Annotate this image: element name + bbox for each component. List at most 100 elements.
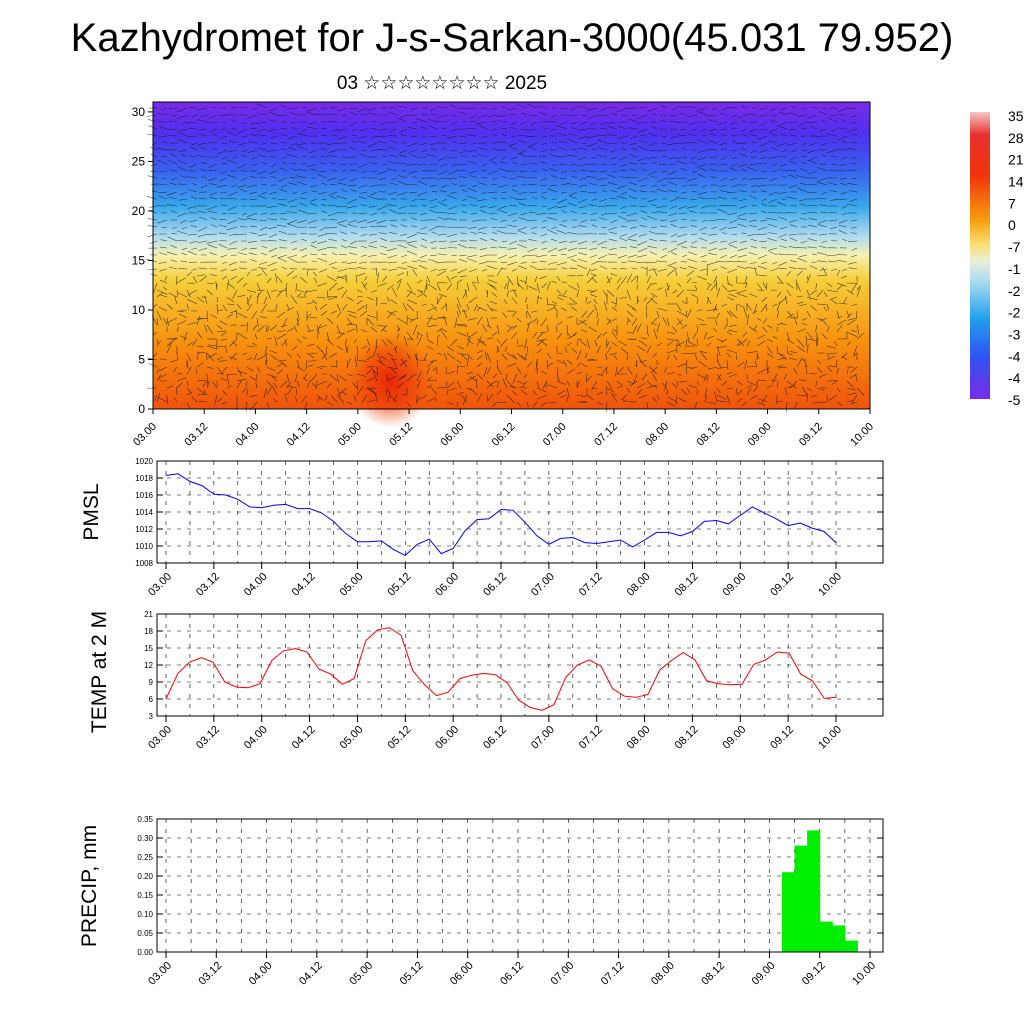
cross-section-y-tick-label: 0 xyxy=(138,402,145,416)
y-tick-label: 12 xyxy=(144,661,153,670)
y-tick-label: 0.05 xyxy=(137,929,153,938)
y-tick-label: 0.35 xyxy=(137,815,153,824)
temp-frame xyxy=(156,613,884,717)
y-tick-label: 0.15 xyxy=(137,891,153,900)
colorbar-label: 7 xyxy=(1008,195,1016,211)
cross-section-x-tick-label: 05.00 xyxy=(336,421,364,449)
x-tick-label: 04.12 xyxy=(290,571,318,599)
y-tick-label: 3 xyxy=(149,712,154,721)
colorbar-label: -2 xyxy=(1008,283,1021,299)
cross-section-x-axis: 03.00 03.12 04.00 04.12 05.00 05.12 06.00 06.12… xyxy=(131,409,876,449)
precip-ylabel: PRECIP, mm xyxy=(78,825,101,947)
x-tick-label: 03.12 xyxy=(194,724,222,752)
colorbar: 35 28 21 14 7 0 -7 -1 -2 -2 -3 -4 -4 -5 xyxy=(970,108,1024,408)
y-tick-label: 0.10 xyxy=(137,910,153,919)
pmsl-grid: 1008 1010 1012 1014 1016 1018 1020 03.00 03.12 04… xyxy=(135,457,883,599)
precip-bar xyxy=(782,872,796,952)
precip-bar xyxy=(844,940,858,952)
chart-title: Kazhydromet for J-s-Sarkan-3000(45.031 7… xyxy=(70,16,954,60)
x-tick-label: 03.00 xyxy=(146,571,174,599)
cross-section-x-tick-label: 07.00 xyxy=(541,421,569,449)
cross-section-x-tick-label: 06.12 xyxy=(490,421,518,449)
x-tick-label: 08.00 xyxy=(649,960,677,988)
y-tick-label: 15 xyxy=(144,644,153,653)
x-tick-label: 06.12 xyxy=(481,571,509,599)
x-tick-label: 06.00 xyxy=(433,571,461,599)
y-tick-label: 0.30 xyxy=(137,834,153,843)
temperature-field xyxy=(153,102,870,409)
y-tick-label: 1012 xyxy=(135,525,153,534)
y-tick-label: 21 xyxy=(144,610,153,619)
pmsl-ylabel: PMSL xyxy=(80,483,103,540)
precip-bars xyxy=(782,830,858,952)
colorbar-label: -5 xyxy=(1008,392,1021,408)
x-tick-label: 09.00 xyxy=(750,960,778,988)
cross-section-y-tick-label: 10 xyxy=(132,303,146,317)
cross-section-x-tick-label: 07.12 xyxy=(592,421,620,449)
x-tick-label: 04.00 xyxy=(247,960,275,988)
cross-section-x-tick-label: 10.00 xyxy=(848,421,876,449)
y-tick-label: 0.00 xyxy=(137,948,153,957)
x-tick-label: 05.12 xyxy=(385,571,413,599)
cross-section-y-tick-label: 20 xyxy=(132,204,146,218)
temp-series-line xyxy=(165,627,837,711)
y-tick-label: 1008 xyxy=(135,559,153,568)
precip-bar xyxy=(794,845,808,952)
colorbar-label: -7 xyxy=(1008,239,1021,255)
x-tick-label: 06.12 xyxy=(498,960,526,988)
x-tick-label: 06.00 xyxy=(433,724,461,752)
x-tick-label: 03.00 xyxy=(146,724,174,752)
warm-core xyxy=(348,332,432,428)
x-tick-label: 04.12 xyxy=(297,960,325,988)
colorbar-label: -4 xyxy=(1008,370,1021,386)
cross-section-y-tick-label: 30 xyxy=(132,105,146,119)
colorbar-label: 21 xyxy=(1008,152,1024,168)
precip-panel: 0.00 0.05 0.10 0.15 0.20 0.25 0.30 0.35 03.00 03.… xyxy=(78,815,884,988)
x-tick-label: 08.00 xyxy=(625,724,653,752)
x-tick-label: 07.00 xyxy=(529,571,557,599)
x-tick-label: 05.12 xyxy=(385,724,413,752)
cross-section-x-tick-label: 09.00 xyxy=(746,421,774,449)
x-tick-label: 06.00 xyxy=(448,960,476,988)
colorbar-labels: 35 28 21 14 7 0 -7 -1 -2 -2 -3 -4 -4 -5 xyxy=(1008,108,1024,408)
y-tick-label: 1020 xyxy=(135,457,153,466)
temp-grid: 3 6 9 12 15 18 21 03.00 03.12 04.00 04.12 05.00 05.1… xyxy=(144,610,883,752)
cross-section-x-tick-label: 08.12 xyxy=(695,421,723,449)
precip-bar xyxy=(819,921,833,952)
y-tick-label: 1018 xyxy=(135,474,153,483)
y-tick-label: 0.25 xyxy=(137,853,153,862)
cross-section-x-tick-label: 09.12 xyxy=(797,421,825,449)
colorbar-label: -2 xyxy=(1008,305,1021,321)
temp-panel: 3 6 9 12 15 18 21 03.00 03.12 04.00 04.12 05.00 05.1… xyxy=(88,610,884,752)
x-tick-label: 06.12 xyxy=(481,724,509,752)
x-tick-label: 08.00 xyxy=(625,571,653,599)
x-tick-label: 07.00 xyxy=(529,724,557,752)
colorbar-scale xyxy=(970,112,990,399)
cross-section-x-tick-label: 03.12 xyxy=(182,421,210,449)
colorbar-label: -4 xyxy=(1008,348,1021,364)
x-tick-label: 10.00 xyxy=(816,724,844,752)
cross-section-y-tick-label: 15 xyxy=(132,253,146,267)
x-tick-label: 10.00 xyxy=(816,571,844,599)
chart-subtitle: 03 ☆☆☆☆☆☆☆☆ 2025 xyxy=(336,73,548,94)
cross-section-y-tick-label: 25 xyxy=(132,154,146,168)
precip-frame xyxy=(156,818,884,953)
precip-grid: 0.00 0.05 0.10 0.15 0.20 0.25 0.30 0.35 03.00 03.… xyxy=(137,815,883,988)
cross-section-x-tick-label: 06.00 xyxy=(438,421,466,449)
x-tick-label: 10.00 xyxy=(850,960,878,988)
cross-section-y-axis: 0 5 10 15 20 25 30 xyxy=(132,105,153,416)
x-tick-label: 04.00 xyxy=(242,724,270,752)
x-tick-label: 09.12 xyxy=(768,724,796,752)
x-tick-label: 04.12 xyxy=(290,724,318,752)
colorbar-label: -1 xyxy=(1008,261,1021,277)
cross-section-x-tick-label: 03.00 xyxy=(131,421,159,449)
colorbar-label: 0 xyxy=(1008,217,1016,233)
cross-section-x-tick-label: 08.00 xyxy=(643,421,671,449)
colorbar-label: 28 xyxy=(1008,130,1024,146)
pmsl-panel: 1008 1010 1012 1014 1016 1018 1020 03.00 03.12 04… xyxy=(80,457,884,599)
x-tick-label: 08.12 xyxy=(699,960,727,988)
x-tick-label: 03.00 xyxy=(146,960,174,988)
x-tick-label: 05.00 xyxy=(338,724,366,752)
colorbar-label: 14 xyxy=(1008,174,1024,190)
